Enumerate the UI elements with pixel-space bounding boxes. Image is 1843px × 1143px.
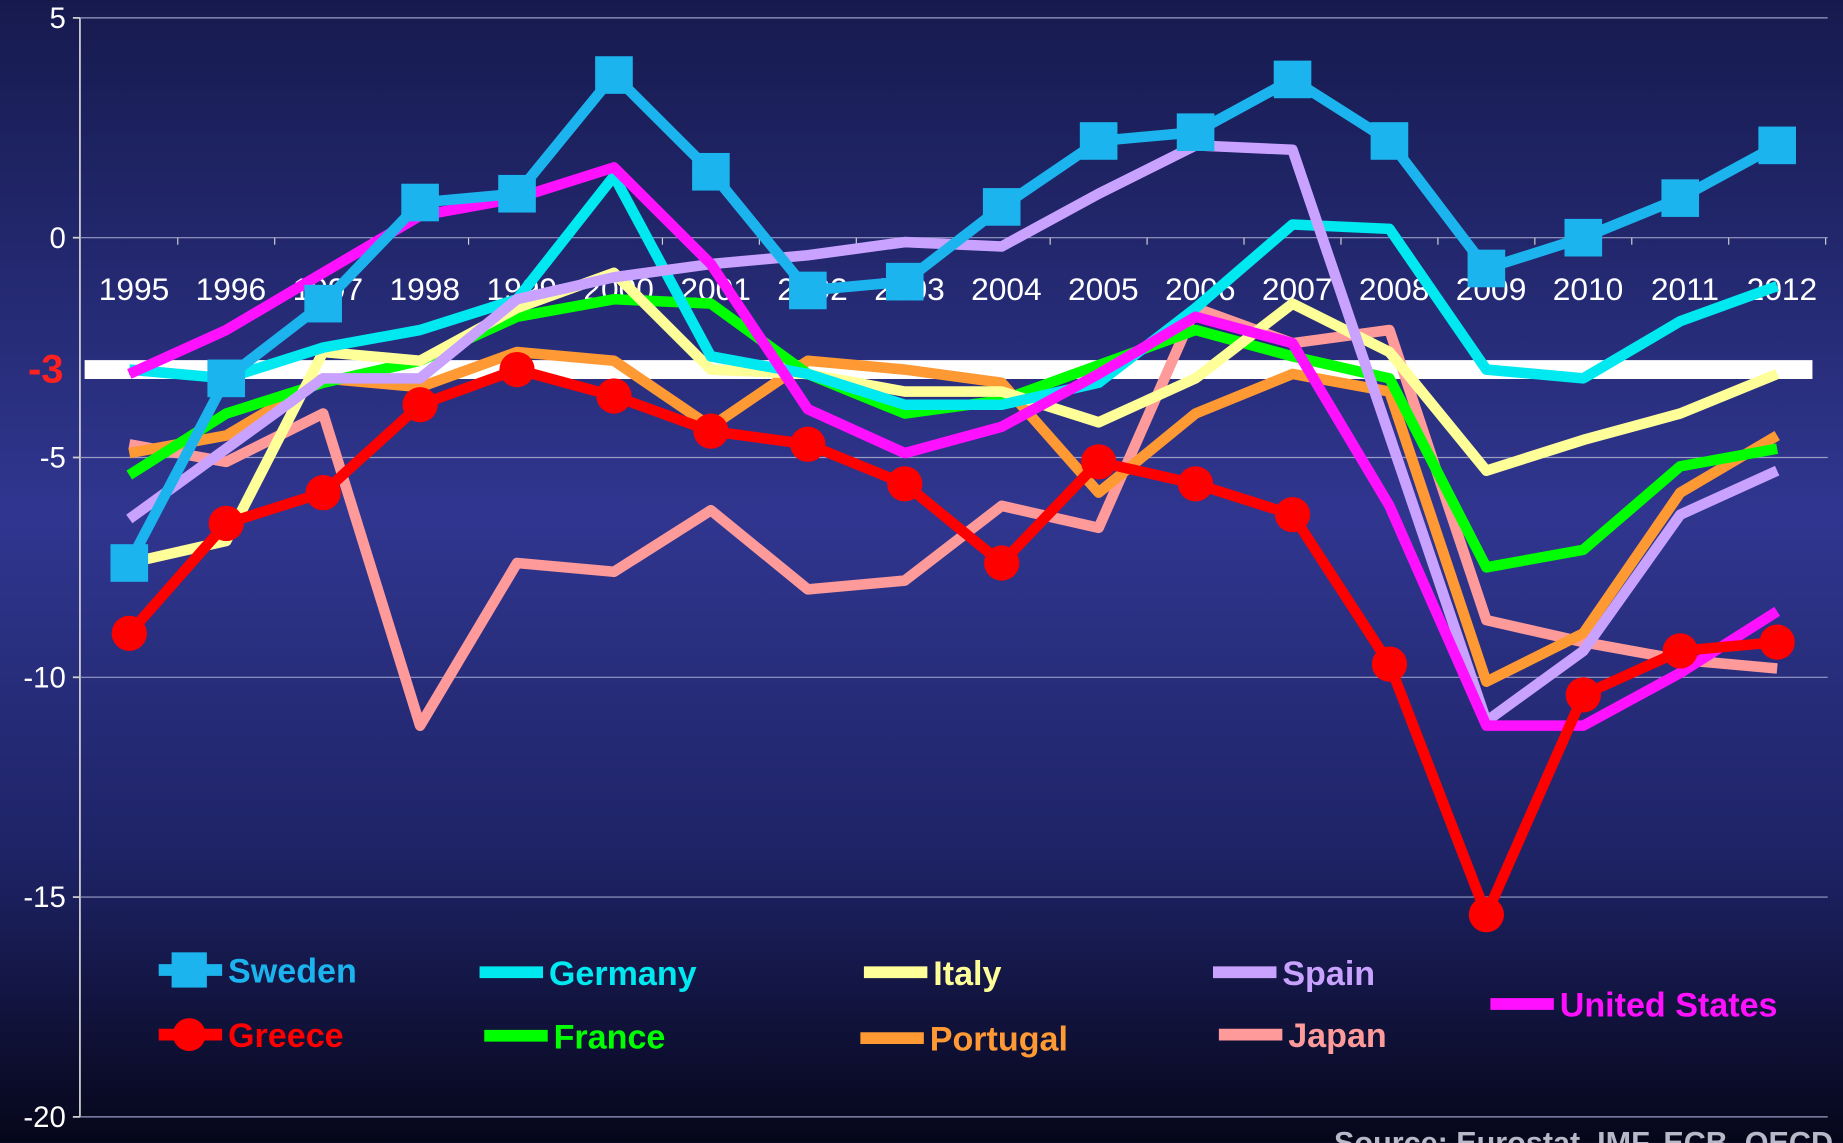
- marker: [984, 545, 1020, 581]
- series-line: [125, 364, 1778, 920]
- legend-label: Greece: [228, 1017, 344, 1055]
- marker: [596, 378, 632, 414]
- y-tick-label: -20: [23, 1101, 65, 1134]
- marker: [692, 152, 730, 191]
- legend-label: Germany: [549, 955, 697, 993]
- marker: [1177, 466, 1214, 502]
- marker: [1079, 122, 1118, 160]
- marker: [207, 359, 246, 398]
- y-tick-label: -5: [40, 442, 66, 475]
- marker: [885, 262, 924, 301]
- legend-marker: [172, 1018, 206, 1052]
- marker: [498, 174, 536, 213]
- marker: [1467, 249, 1506, 288]
- x-tick-label: 2010: [1553, 271, 1624, 307]
- marker: [789, 271, 827, 310]
- marker: [595, 56, 633, 94]
- series-line: [128, 346, 1780, 687]
- marker: [304, 284, 342, 323]
- marker: [982, 188, 1021, 226]
- y-tick-label: -10: [23, 661, 65, 694]
- marker: [1273, 60, 1312, 99]
- marker: [208, 505, 244, 542]
- marker: [1370, 122, 1409, 160]
- legend-label: Spain: [1282, 955, 1375, 993]
- y-tick-label: 0: [49, 222, 65, 255]
- legend-label: Sweden: [228, 952, 357, 990]
- marker: [1759, 624, 1795, 660]
- legend-label: Japan: [1288, 1017, 1387, 1055]
- series-line: [128, 267, 1780, 569]
- marker: [1274, 497, 1311, 533]
- series-line: [128, 170, 1779, 411]
- x-tick-label: 1996: [196, 271, 267, 307]
- marker: [402, 387, 438, 423]
- marker: [111, 615, 147, 651]
- marker: [1565, 677, 1601, 713]
- x-tick-label: 2004: [971, 271, 1042, 307]
- legend-label: United States: [1560, 987, 1778, 1025]
- x-tick-label: 1995: [99, 271, 170, 307]
- marker: [693, 413, 729, 449]
- marker: [1662, 633, 1698, 669]
- y-tick-label: -15: [23, 881, 65, 914]
- source-note: Source: Eurostat, IMF, ECB, OECD: [1334, 1126, 1833, 1143]
- x-tick-label: 2011: [1651, 271, 1719, 307]
- y-tick-label: 5: [49, 2, 65, 35]
- marker: [1468, 897, 1505, 933]
- marker: [1176, 113, 1215, 151]
- x-tick-label: 1998: [390, 271, 461, 307]
- marker: [401, 183, 439, 222]
- legend-marker: [171, 952, 207, 988]
- legend-label: France: [554, 1018, 666, 1056]
- legend-label: Portugal: [930, 1021, 1068, 1059]
- marker: [1758, 126, 1796, 165]
- x-tick-label: 2005: [1068, 271, 1139, 307]
- marker: [887, 466, 923, 502]
- series-line: [128, 302, 1778, 731]
- marker: [305, 475, 341, 511]
- marker: [1661, 179, 1700, 217]
- marker: [1564, 218, 1603, 257]
- marker: [790, 426, 826, 462]
- marker: [499, 351, 535, 388]
- marker: [1081, 444, 1117, 480]
- legend-label: Italy: [933, 955, 1001, 993]
- reference-label: -3: [28, 347, 64, 391]
- marker: [110, 544, 149, 582]
- marker: [1371, 646, 1408, 682]
